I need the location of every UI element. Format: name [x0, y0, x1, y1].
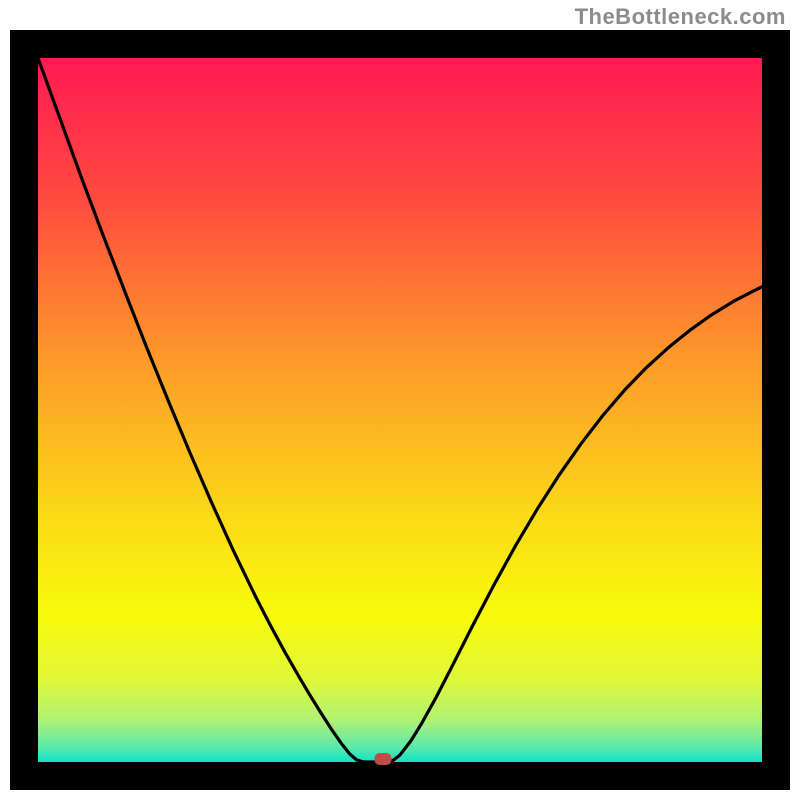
- bottleneck-curve: [38, 58, 762, 762]
- watermark-text: TheBottleneck.com: [575, 4, 786, 30]
- optimum-marker: [374, 753, 391, 765]
- chart-frame: [10, 30, 790, 790]
- plot-area: [38, 58, 762, 762]
